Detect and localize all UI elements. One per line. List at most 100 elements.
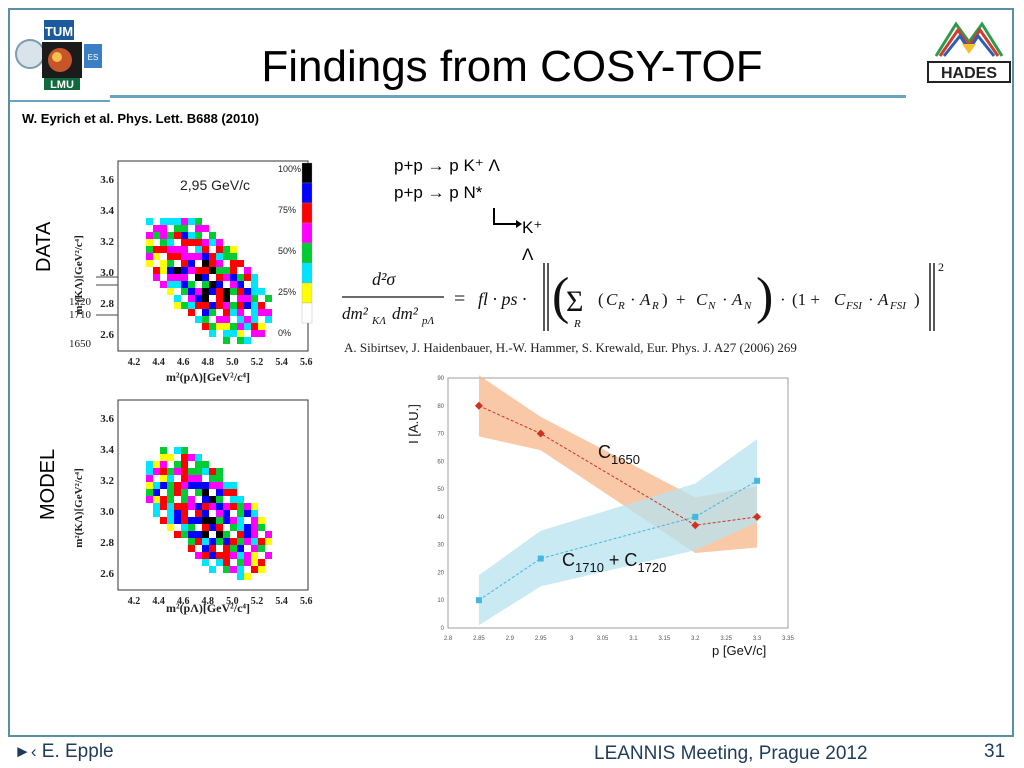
dalitz-cell [230, 545, 237, 552]
dalitz-cell [174, 447, 181, 454]
dalitz-cell [216, 316, 223, 323]
dalitz-cell [181, 232, 188, 239]
y-tick-label: 3.4 [100, 205, 114, 217]
series-line [478, 405, 758, 526]
dalitz-cell [174, 274, 181, 281]
x-tick-label: 5.6 [300, 596, 313, 607]
dalitz-cell [188, 288, 195, 295]
x-tick-label: 2.85 [473, 636, 485, 642]
dalitz-cell [216, 281, 223, 288]
data-point [537, 555, 544, 562]
dalitz-cell [160, 281, 167, 288]
dalitz-cell [153, 461, 160, 468]
dalitz-cell [181, 447, 188, 454]
svg-text:): ) [662, 290, 668, 309]
dalitz-cell [216, 482, 223, 489]
dalitz-cell [167, 475, 174, 482]
dalitz-cell [237, 573, 244, 580]
dalitz-cell [174, 468, 181, 475]
dalitz-cell [258, 545, 265, 552]
dalitz-cell [202, 253, 209, 260]
dalitz-cell [195, 552, 202, 559]
dalitz-cell [167, 496, 174, 503]
dalitz-cell [209, 239, 216, 246]
dalitz-cell [244, 267, 251, 274]
dalitz-cell [153, 510, 160, 517]
dalitz-cell [160, 225, 167, 232]
dalitz-cell [251, 524, 258, 531]
y-tick-label: 3.2 [100, 475, 114, 487]
x-tick-label: 4.6 [177, 596, 190, 607]
dalitz-cell [153, 246, 160, 253]
y-tick-label: 30 [437, 543, 444, 549]
dalitz-cell [237, 337, 244, 344]
dalitz-cell [209, 323, 216, 330]
dalitz-cell [202, 260, 209, 267]
dalitz-cell [146, 496, 153, 503]
dalitz-cell [202, 274, 209, 281]
dalitz-cell [258, 566, 265, 573]
dalitz-cell [209, 253, 216, 260]
dalitz-cell [223, 295, 230, 302]
x-tick-label: 3.05 [597, 636, 609, 642]
x-tick-label: 3.2 [691, 636, 700, 642]
dalitz-cell [216, 260, 223, 267]
x-tick-label: 3.1 [629, 636, 638, 642]
scale-label: 100% [278, 164, 301, 174]
chart-ylabel: I [A.U.] [406, 404, 421, 444]
scale-swatch [301, 262, 313, 284]
svg-text:·: · [722, 290, 728, 309]
dalitz-cell [251, 559, 258, 566]
dalitz-cell [195, 267, 202, 274]
dalitz-cell [195, 510, 202, 517]
dalitz-cell [216, 559, 223, 566]
dalitz-cell [230, 517, 237, 524]
svg-text:R: R [573, 318, 581, 330]
dalitz-cell [174, 461, 181, 468]
dalitz-cell [223, 309, 230, 316]
y-tick-label: 10 [437, 598, 444, 604]
svg-text:R: R [617, 300, 625, 312]
dalitz-cell [216, 267, 223, 274]
dalitz-cell [230, 482, 237, 489]
dalitz-cell [202, 309, 209, 316]
dalitz-cell [237, 552, 244, 559]
dalitz-cell [188, 545, 195, 552]
scale-label: 25% [278, 287, 296, 297]
dalitz-cell [230, 288, 237, 295]
dalitz-cell [216, 531, 223, 538]
dalitz-cell [167, 482, 174, 489]
dalitz-cell [230, 260, 237, 267]
dalitz-cell [146, 218, 153, 225]
dalitz-cell [181, 253, 188, 260]
dalitz-cell [258, 517, 265, 524]
dalitz-cell [195, 517, 202, 524]
dalitz-cell [202, 295, 209, 302]
dalitz-cell [188, 267, 195, 274]
dalitz-cell [202, 288, 209, 295]
scale-swatch [301, 182, 313, 204]
dalitz-cell [174, 482, 181, 489]
dalitz-cell [237, 545, 244, 552]
dalitz-cell [244, 274, 251, 281]
dalitz-cell [216, 489, 223, 496]
dalitz-cell [167, 489, 174, 496]
data-point [691, 521, 700, 530]
dalitz-cell [188, 454, 195, 461]
dalitz-cell [223, 510, 230, 517]
y-tick-label: 3.0 [100, 267, 114, 279]
svg-text:): ) [756, 268, 773, 325]
dalitz-cell [174, 281, 181, 288]
dalitz-cell [195, 503, 202, 510]
y-tick-label: 2.8 [100, 298, 114, 310]
slide-frame [8, 8, 1014, 737]
dalitz-cell [160, 503, 167, 510]
dalitz-cell [181, 531, 188, 538]
dalitz-cell [216, 323, 223, 330]
dalitz-cell [188, 309, 195, 316]
dalitz-cell [146, 253, 153, 260]
svg-text:2: 2 [938, 260, 944, 274]
svg-text:(: ( [598, 290, 604, 309]
dalitz-cell [251, 288, 258, 295]
scale-swatch [301, 222, 313, 244]
